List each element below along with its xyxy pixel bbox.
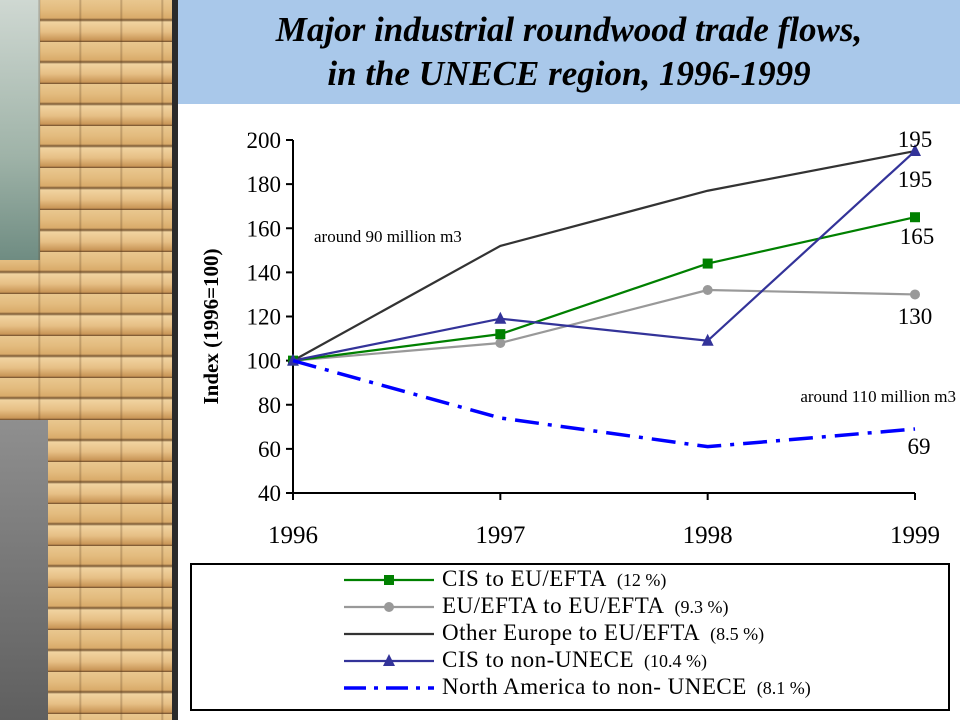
lumber-photo <box>0 0 178 720</box>
y-axis-label: Index (1996=100) <box>199 248 223 404</box>
legend-item-na_non: North America to non- UNECE (8.1 %) <box>342 674 942 700</box>
annotation-right-note: around 110 million m3 <box>800 387 956 406</box>
series-line-other_eu <box>292 149 916 362</box>
legend-series-share: (10.4 %) <box>644 651 707 671</box>
chart-series <box>287 144 921 449</box>
data-point-cis_non <box>701 333 714 346</box>
series-line-eu_eu <box>292 288 916 362</box>
y-tick-label: 60 <box>258 437 281 462</box>
title-banner: Major industrial roundwood trade flows, … <box>178 0 960 104</box>
photo-edge <box>172 0 178 720</box>
legend-series-share: (8.1 %) <box>756 678 811 698</box>
data-point-cis_eu <box>702 258 713 269</box>
data-point-cis_non <box>494 311 507 324</box>
legend-swatch <box>344 654 434 666</box>
y-tick-label: 120 <box>247 305 282 330</box>
series-line-cis_eu <box>292 216 916 362</box>
y-tick-label: 140 <box>247 260 282 285</box>
legend-series-name: CIS to EU/EFTA <box>442 566 607 591</box>
y-tick-label: 40 <box>258 481 281 506</box>
legend-item-eu_eu: EU/EFTA to EU/EFTA (9.3 %) <box>342 593 942 619</box>
chart-axes: 200 180 160 140 120 100 80 60 40 1996 1997 1998 1999… <box>199 128 940 549</box>
legend-series-share: (9.3 %) <box>674 597 729 617</box>
end-label-cis-eu: 165 <box>900 224 935 249</box>
legend-swatch <box>344 575 434 585</box>
data-point-eu_eu <box>910 289 920 300</box>
series-line-na_non <box>292 358 916 449</box>
end-label-eu-eu: 130 <box>898 304 933 329</box>
legend-label: Other Europe to EU/EFTA (8.5 %) <box>442 620 764 646</box>
legend-label: CIS to non-UNECE (10.4 %) <box>442 647 707 673</box>
chart-legend: CIS to EU/EFTA (12 %) EU/EFTA to EU/EFTA (9… <box>190 563 950 711</box>
end-label-other-europe: 195 <box>898 127 933 152</box>
y-tick-label: 160 <box>247 216 282 241</box>
legend-series-name: Other Europe to EU/EFTA <box>442 620 701 645</box>
legend-swatch <box>344 686 434 690</box>
data-point-cis_eu <box>495 329 506 340</box>
photo-ground <box>0 420 48 720</box>
legend-label: EU/EFTA to EU/EFTA (9.3 %) <box>442 593 729 619</box>
end-label-north-america: 69 <box>908 434 931 459</box>
legend-swatch <box>344 602 434 612</box>
legend-swatch <box>344 632 434 636</box>
x-tick-label: 1997 <box>475 522 525 549</box>
x-tick-label: 1996 <box>268 522 318 549</box>
y-tick-label: 100 <box>247 349 282 374</box>
x-tick-label: 1998 <box>683 522 733 549</box>
legend-item-cis_eu: CIS to EU/EFTA (12 %) <box>342 566 942 592</box>
legend-series-share: (8.5 %) <box>710 624 765 644</box>
legend-label: North America to non- UNECE (8.1 %) <box>442 674 811 700</box>
y-tick-label: 200 <box>247 128 282 153</box>
y-tick-label: 80 <box>258 393 281 418</box>
legend-series-share: (12 %) <box>616 570 667 590</box>
legend-label: CIS to EU/EFTA (12 %) <box>442 566 666 592</box>
data-point-cis_non <box>909 144 921 157</box>
annotation-left-note: around 90 million m3 <box>314 227 462 246</box>
line-chart: 200 180 160 140 120 100 80 60 40 1996 1997 1998 1999… <box>199 127 956 549</box>
data-point-cis_eu <box>910 212 920 223</box>
legend-series-name: EU/EFTA to EU/EFTA <box>442 593 665 618</box>
legend-item-other_eu: Other Europe to EU/EFTA (8.5 %) <box>342 620 942 646</box>
page-title-line-2: in the UNECE region, 1996-1999 <box>327 54 811 93</box>
data-point-eu_eu <box>702 285 713 296</box>
legend-series-name: North America to non- UNECE <box>442 674 747 699</box>
end-label-cis-non-unece: 195 <box>898 167 933 192</box>
page-title-line-1: Major industrial roundwood trade flows, <box>275 10 863 49</box>
data-point-eu_eu <box>495 337 506 348</box>
x-tick-label: 1999 <box>890 522 940 549</box>
chart-labels: around 90 million m3 around 110 million m… <box>314 127 956 459</box>
photo-sky <box>0 0 40 260</box>
series-line-cis_non <box>292 150 916 362</box>
legend-item-cis_non: CIS to non-UNECE (10.4 %) <box>342 647 942 673</box>
legend-series-name: CIS to non-UNECE <box>442 647 634 672</box>
y-tick-label: 180 <box>247 172 282 197</box>
